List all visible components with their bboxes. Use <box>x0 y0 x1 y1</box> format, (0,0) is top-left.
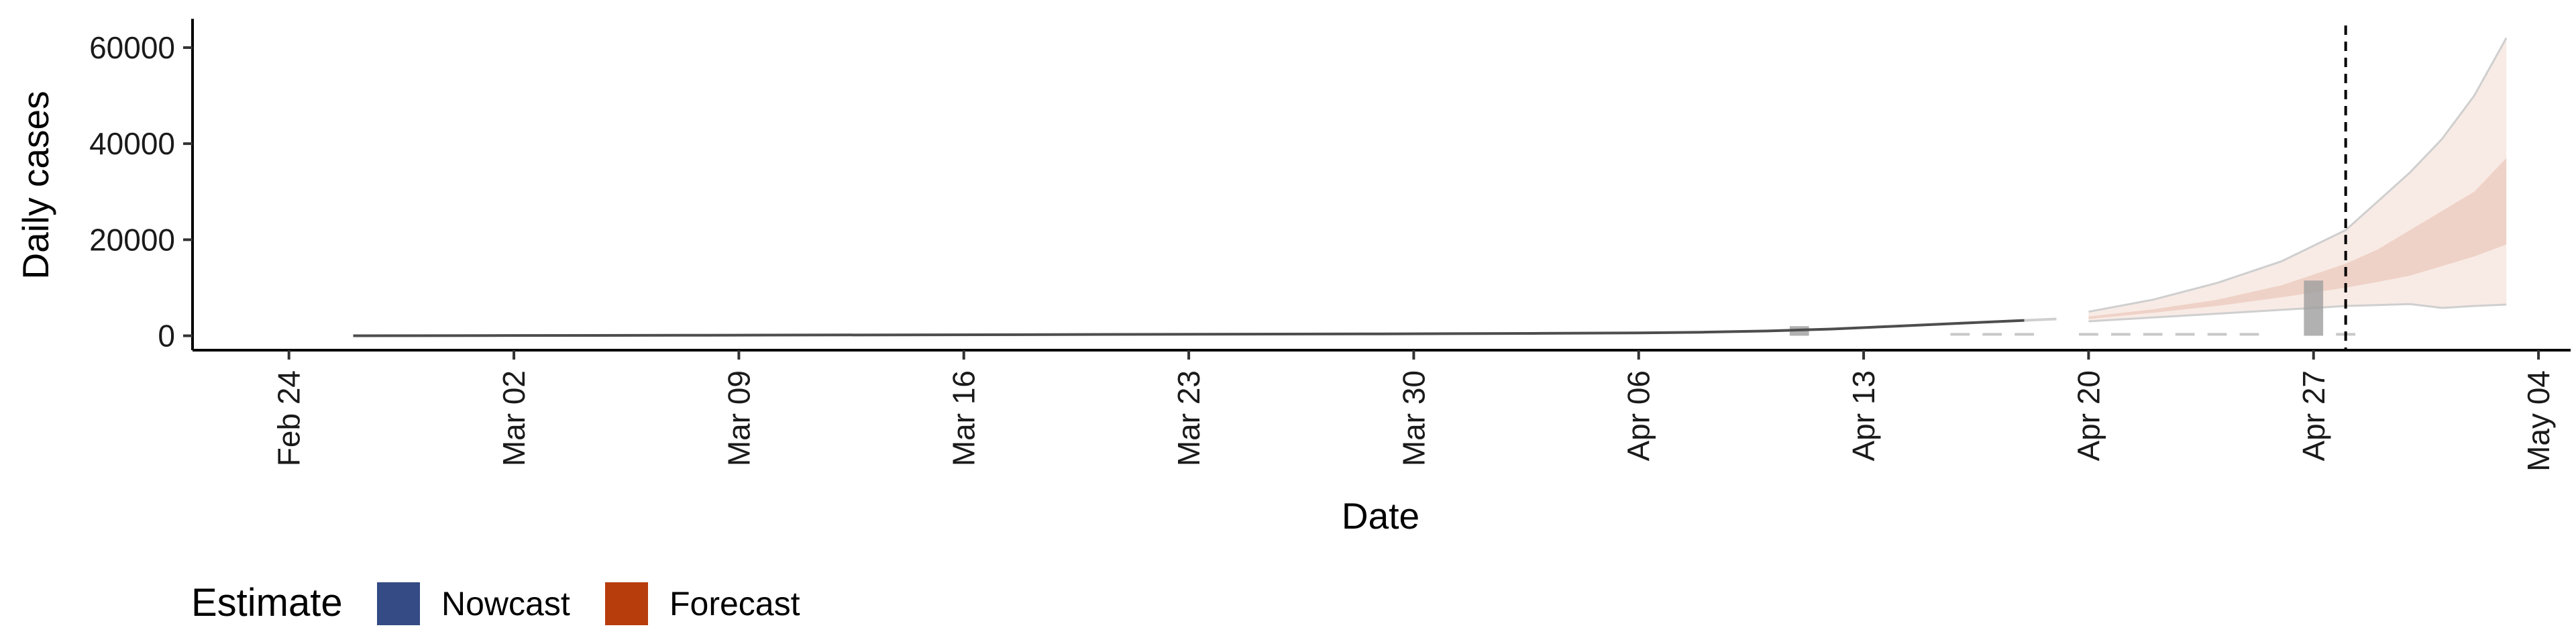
forecast-band-90 <box>2088 38 2507 321</box>
x-tick-label-7: Apr 13 <box>1846 370 1881 462</box>
x-tick-label-9: Apr 27 <box>2296 370 2331 462</box>
x-tick-label-4: Mar 23 <box>1171 370 1206 466</box>
observed-line <box>353 319 2025 337</box>
x-tick-label-3: Mar 16 <box>947 370 981 466</box>
forecast-upper-90-line <box>2088 37 2508 313</box>
x-tick-label-6: Apr 06 <box>1621 370 1656 462</box>
y-tick-label-0: 0 <box>158 319 175 354</box>
forecast-bands <box>2088 37 2508 323</box>
y-tick-label-1: 20000 <box>89 222 175 257</box>
y-tick-label-2: 40000 <box>89 126 175 161</box>
x-axis-title: Date <box>1342 495 1419 537</box>
nowcast-tail-line <box>2024 317 2057 322</box>
axes: 0 20000 40000 60000 Feb 24 Mar 02 Mar 09 Mar 16… <box>89 19 2571 472</box>
y-axis-title: Daily cases <box>15 91 56 279</box>
legend: Estimate Nowcast Forecast <box>191 581 800 625</box>
forecast-lower-90-line <box>2088 303 2507 323</box>
x-tick-label-2: Mar 09 <box>721 370 756 466</box>
x-tick-label-5: Mar 30 <box>1396 370 1431 466</box>
legend-swatch-nowcast <box>377 582 420 625</box>
observed-bars <box>1789 280 2355 336</box>
forecast-band-50 <box>2088 158 2507 319</box>
x-tick-label-10: May 04 <box>2521 370 2556 472</box>
x-tick-label-8: Apr 20 <box>2071 370 2106 462</box>
y-tick-label-3: 60000 <box>89 30 175 65</box>
legend-label-forecast: Forecast <box>669 585 800 623</box>
legend-title: Estimate <box>191 581 343 625</box>
observed-bar-1 <box>2304 280 2324 336</box>
x-tick-label-1: Mar 02 <box>496 370 531 466</box>
observed-lines <box>353 25 2347 350</box>
legend-swatch-forecast <box>605 582 648 625</box>
legend-label-nowcast: Nowcast <box>441 585 570 623</box>
x-tick-label-0: Feb 24 <box>272 370 307 466</box>
